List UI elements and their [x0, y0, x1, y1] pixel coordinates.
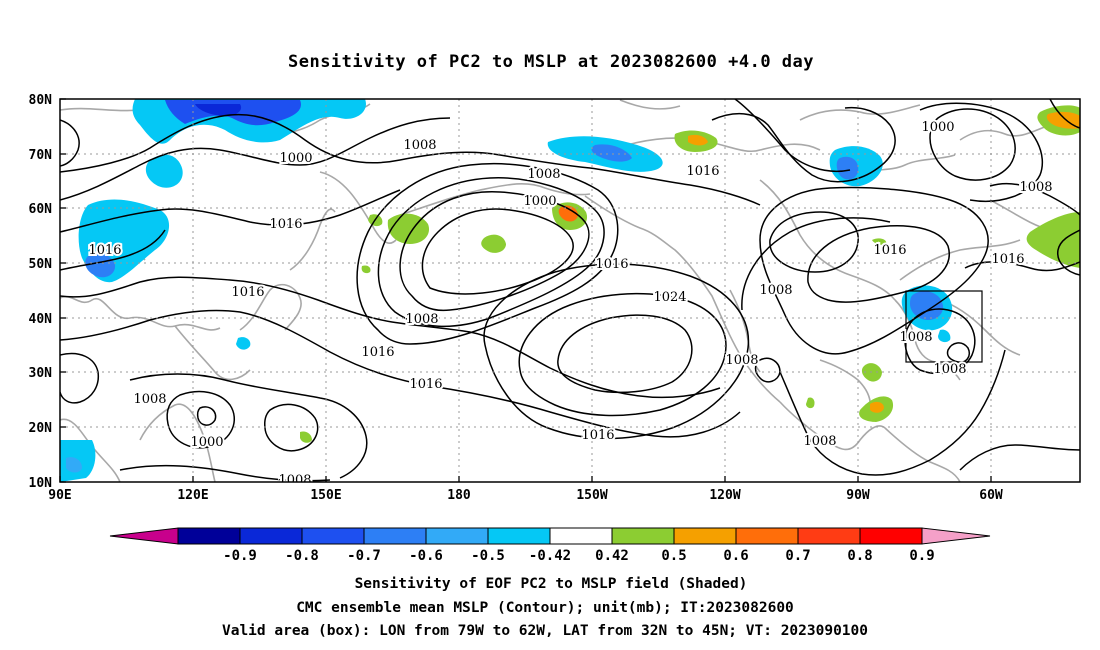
contour-label: 1008 — [759, 283, 792, 298]
colorbar-box — [673, 527, 737, 545]
contour-label: 1016 — [231, 285, 264, 300]
lat-tick-label: 40N — [29, 312, 53, 327]
contour-label: 1008 — [133, 392, 166, 407]
colorbar-low-extension — [109, 527, 179, 545]
contour-label: 1016 — [595, 257, 628, 272]
contour-label: 1008 — [278, 473, 311, 488]
lon-tick-label: 120E — [177, 488, 208, 503]
mslp-contours — [60, 99, 1080, 482]
lat-tick-labels: 80N 70N 60N 50N 40N 30N 20N 10N — [29, 93, 53, 491]
contour-label: 1016 — [361, 345, 394, 360]
contour-label: 1000 — [279, 151, 312, 166]
contour-label: 1008 — [527, 167, 560, 182]
colorbar-labels: -0.9 -0.8 -0.7 -0.6 -0.5 -0.42 0.42 0.5 0.6 0.7 0.… — [223, 548, 935, 564]
contour-label: 1016 — [873, 243, 906, 258]
lat-tick-label: 80N — [29, 93, 53, 108]
colorbar: -0.9 -0.8 -0.7 -0.6 -0.5 -0.42 0.42 0.5 0.6 0.7 0.… — [109, 527, 991, 564]
gridlines — [60, 99, 1080, 482]
colorbar-level-label: 0.8 — [847, 548, 872, 564]
valid-area-box — [905, 290, 983, 363]
colorbar-level-label: 0.42 — [595, 548, 629, 564]
contour-label: 1008 — [899, 330, 932, 345]
colorbar-box — [363, 527, 427, 545]
colorbar-box — [735, 527, 799, 545]
contour-label: 1024 — [653, 290, 686, 305]
contour-label: 1008 — [803, 434, 836, 449]
lon-tick-label: 90E — [48, 488, 71, 503]
colorbar-level-label: 0.9 — [909, 548, 934, 564]
colorbar-box — [239, 527, 303, 545]
caption-line-3: Valid area (box): LON from 79W to 62W, L… — [222, 623, 868, 639]
colorbar-box — [859, 527, 923, 545]
lat-tick-label: 50N — [29, 257, 53, 272]
figure-title: Sensitivity of PC2 to MSLP at 2023082600… — [288, 52, 814, 72]
contour-label: 1016 — [581, 428, 614, 443]
lon-tick-label: 120W — [709, 488, 740, 503]
colorbar-box — [549, 527, 613, 545]
lat-tick-label: 20N — [29, 421, 53, 436]
colorbar-boxes — [177, 527, 923, 545]
contour-label: 1016 — [269, 217, 302, 232]
colorbar-box — [797, 527, 861, 545]
lat-tick-label: 60N — [29, 202, 53, 217]
contour-label: 1016 — [409, 377, 442, 392]
contour-label: 1008 — [933, 362, 966, 377]
colorbar-level-label: -0.9 — [223, 548, 257, 564]
lon-tick-label: 150W — [576, 488, 607, 503]
colorbar-level-label: -0.42 — [529, 548, 571, 564]
colorbar-level-label: -0.6 — [409, 548, 443, 564]
captions: Sensitivity of EOF PC2 to MSLP field (Sh… — [222, 576, 868, 639]
colorbar-box — [177, 527, 241, 545]
contour-labels: 1008 1000 1008 1016 1000 1016 1016 1016 … — [86, 118, 1054, 488]
colorbar-level-label: 0.6 — [723, 548, 748, 564]
colorbar-box — [301, 527, 365, 545]
caption-line-2: CMC ensemble mean MSLP (Contour); unit(m… — [296, 600, 794, 616]
contour-label: 1008 — [1019, 180, 1052, 195]
lon-tick-label: 180 — [447, 488, 471, 503]
contour-label: 1016 — [686, 164, 719, 179]
colorbar-level-label: 0.7 — [785, 548, 810, 564]
colorbar-level-label: -0.7 — [347, 548, 381, 564]
colorbar-level-label: 0.5 — [661, 548, 686, 564]
caption-line-1: Sensitivity of EOF PC2 to MSLP field (Sh… — [355, 576, 748, 592]
lon-tick-label: 60W — [979, 488, 1003, 503]
lat-tick-label: 70N — [29, 148, 53, 163]
colorbar-box — [425, 527, 489, 545]
contour-label: 1016 — [991, 252, 1024, 267]
tick-marks — [59, 98, 992, 483]
colorbar-high-extension — [921, 527, 991, 545]
colorbar-level-label: -0.8 — [285, 548, 319, 564]
lat-tick-label: 30N — [29, 366, 53, 381]
lat-tick-label: 10N — [29, 476, 53, 491]
contour-label: 1016 — [88, 243, 121, 258]
map-frame — [59, 98, 1081, 483]
lon-tick-label: 150E — [310, 488, 341, 503]
lon-tick-labels: 90E 120E 150E 180 150W 120W 90W 60W — [48, 488, 1003, 503]
contour-label: 1008 — [725, 353, 758, 368]
map-panel: 1008 1000 1008 1016 1000 1016 1016 1016 … — [29, 93, 1081, 503]
contour-label: 1008 — [405, 312, 438, 327]
lon-tick-label: 90W — [846, 488, 870, 503]
contour-label: 1000 — [523, 194, 556, 209]
contour-label: 1000 — [190, 435, 223, 450]
colorbar-box — [487, 527, 551, 545]
colorbar-box — [611, 527, 675, 545]
contour-label: 1000 — [921, 120, 954, 135]
colorbar-level-label: -0.5 — [471, 548, 505, 564]
contour-label: 1008 — [403, 138, 436, 153]
